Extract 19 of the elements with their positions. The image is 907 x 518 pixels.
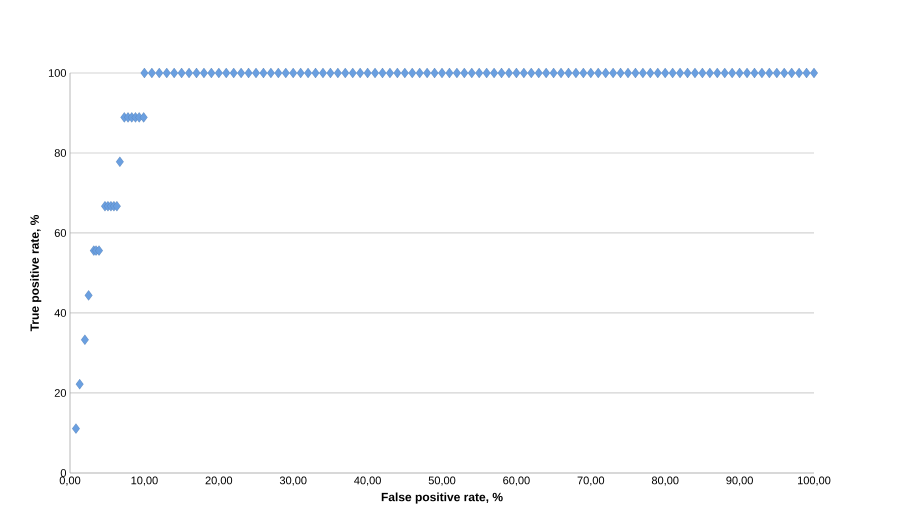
x-tick-label: 50,00	[428, 476, 456, 486]
y-tick-label: 0	[60, 469, 66, 477]
y-tick-label: 40	[54, 309, 66, 317]
y-axis-title: True positive rate, %	[30, 214, 42, 332]
x-tick-label: 60,00	[503, 476, 530, 486]
x-tick-label: 40,00	[354, 476, 381, 486]
x-tick-label: 100,00	[798, 476, 830, 486]
x-axis-title: False positive rate, %	[382, 492, 503, 504]
y-tick-label: 20	[54, 389, 66, 397]
y-tick-label: 100	[48, 69, 66, 77]
x-tick-label: 70,00	[578, 476, 604, 486]
x-tick-label: 20,00	[206, 476, 232, 486]
y-tick-label: 60	[54, 229, 66, 237]
x-tick-label: 30,00	[280, 476, 307, 486]
x-tick-label: 90,00	[726, 476, 753, 486]
x-tick-label: 10,00	[131, 476, 158, 486]
x-tick-label: 80,00	[652, 476, 679, 486]
x-tick-label: 0,00	[60, 476, 80, 486]
y-tick-label: 80	[54, 149, 66, 157]
